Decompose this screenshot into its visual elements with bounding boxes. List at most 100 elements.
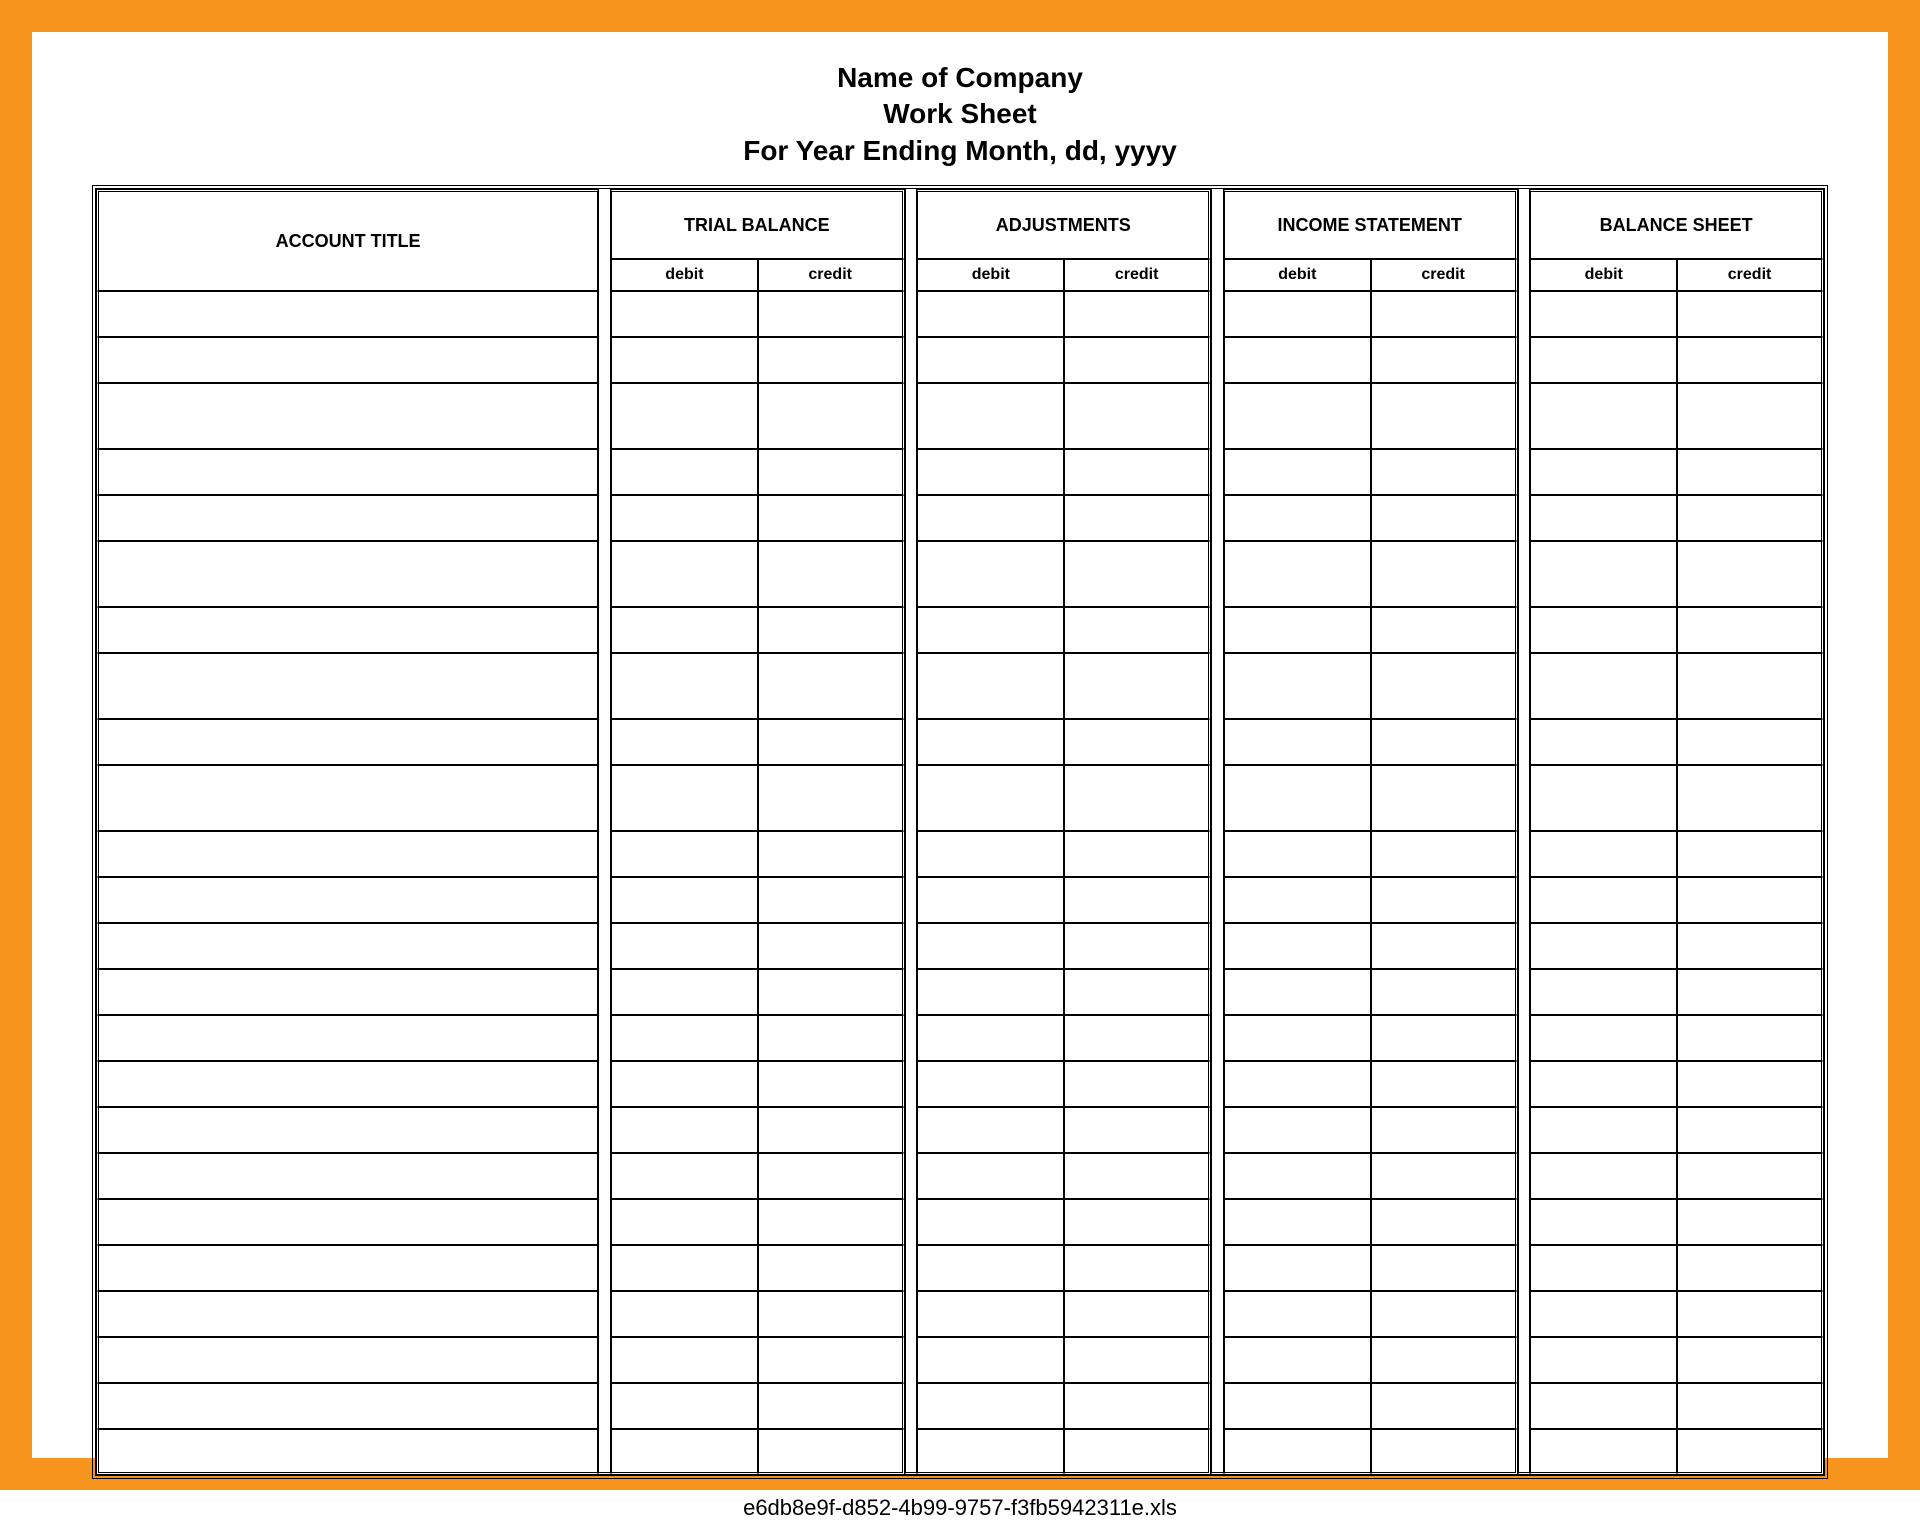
cell-debit [1530, 383, 1677, 449]
cell-debit [1530, 541, 1677, 607]
cell-debit [1530, 831, 1677, 877]
column-gap [1518, 765, 1531, 831]
table-row [96, 495, 1824, 541]
table-row [96, 1015, 1824, 1061]
cell-credit [1371, 607, 1518, 653]
table-row [96, 923, 1824, 969]
cell-debit [1530, 607, 1677, 653]
cell-credit [1064, 1337, 1211, 1383]
cell-credit [758, 1061, 905, 1107]
cell-credit [1371, 337, 1518, 383]
column-gap [1211, 1107, 1224, 1153]
column-gap [1211, 1337, 1224, 1383]
cell-account-title [96, 877, 598, 923]
column-gap [598, 1291, 611, 1337]
column-gap [1518, 1061, 1531, 1107]
cell-debit [1224, 1107, 1371, 1153]
column-gap [1518, 1291, 1531, 1337]
column-gap [1211, 607, 1224, 653]
column-gap [1518, 383, 1531, 449]
cell-credit [1064, 1015, 1211, 1061]
cell-credit [758, 449, 905, 495]
cell-credit [1371, 1245, 1518, 1291]
header-row-sections: ACCOUNT TITLE TRIAL BALANCE ADJUSTMENTS … [96, 189, 1824, 259]
footer-caption: e6db8e9f-d852-4b99-9757-f3fb5942311e.xls [92, 1495, 1828, 1521]
cell-debit [611, 607, 758, 653]
cell-debit [611, 1429, 758, 1475]
cell-debit [1224, 1383, 1371, 1429]
column-gap [1518, 1337, 1531, 1383]
column-gap [598, 495, 611, 541]
cell-credit [1064, 1291, 1211, 1337]
cell-credit [1677, 1061, 1824, 1107]
cell-debit [1530, 495, 1677, 541]
column-gap [905, 1383, 918, 1429]
column-gap [905, 1291, 918, 1337]
cell-credit [758, 383, 905, 449]
cell-debit [917, 607, 1064, 653]
cell-debit [1224, 719, 1371, 765]
cell-debit [1224, 449, 1371, 495]
cell-account-title [96, 765, 598, 831]
column-gap [598, 1107, 611, 1153]
column-gap [1211, 495, 1224, 541]
column-gap [598, 765, 611, 831]
cell-debit [611, 1015, 758, 1061]
cell-credit [1677, 607, 1824, 653]
cell-account-title [96, 719, 598, 765]
cell-credit [1677, 1199, 1824, 1245]
cell-debit [1224, 923, 1371, 969]
column-gap [905, 607, 918, 653]
cell-debit [917, 1245, 1064, 1291]
cell-account-title [96, 1061, 598, 1107]
cell-debit [1224, 291, 1371, 337]
cell-debit [1530, 1107, 1677, 1153]
column-gap [1211, 1061, 1224, 1107]
title-line-1: Name of Company [743, 60, 1177, 96]
cell-credit [1064, 1107, 1211, 1153]
table-row [96, 607, 1824, 653]
cell-account-title [96, 1337, 598, 1383]
worksheet-table: ACCOUNT TITLE TRIAL BALANCE ADJUSTMENTS … [92, 185, 1828, 1479]
cell-credit [758, 765, 905, 831]
column-gap [598, 1153, 611, 1199]
subheader-balance-sheet-debit: debit [1530, 259, 1677, 291]
column-gap [905, 449, 918, 495]
cell-debit [611, 1245, 758, 1291]
column-gap [1211, 383, 1224, 449]
cell-account-title [96, 541, 598, 607]
cell-credit [1677, 1107, 1824, 1153]
cell-credit [1371, 291, 1518, 337]
cell-debit [1224, 1199, 1371, 1245]
table-row [96, 877, 1824, 923]
table-row [96, 1429, 1824, 1475]
cell-credit [1677, 969, 1824, 1015]
cell-debit [1224, 1015, 1371, 1061]
column-gap [1518, 291, 1531, 337]
column-gap [598, 189, 611, 291]
column-gap [1518, 1015, 1531, 1061]
cell-debit [917, 831, 1064, 877]
title-line-3: For Year Ending Month, dd, yyyy [743, 133, 1177, 169]
column-gap [905, 831, 918, 877]
column-gap [598, 923, 611, 969]
cell-debit [917, 1199, 1064, 1245]
cell-credit [1677, 449, 1824, 495]
cell-debit [1224, 495, 1371, 541]
cell-credit [758, 1245, 905, 1291]
column-gap [905, 653, 918, 719]
cell-credit [758, 653, 905, 719]
cell-debit [1530, 291, 1677, 337]
cell-account-title [96, 1199, 598, 1245]
cell-account-title [96, 1107, 598, 1153]
table-row [96, 1107, 1824, 1153]
worksheet-thead: ACCOUNT TITLE TRIAL BALANCE ADJUSTMENTS … [96, 189, 1824, 291]
column-gap [905, 1245, 918, 1291]
cell-debit [917, 449, 1064, 495]
cell-debit [1530, 1245, 1677, 1291]
column-gap [598, 1199, 611, 1245]
cell-credit [1677, 1429, 1824, 1475]
cell-credit [758, 1107, 905, 1153]
column-gap [598, 719, 611, 765]
column-gap [1518, 449, 1531, 495]
